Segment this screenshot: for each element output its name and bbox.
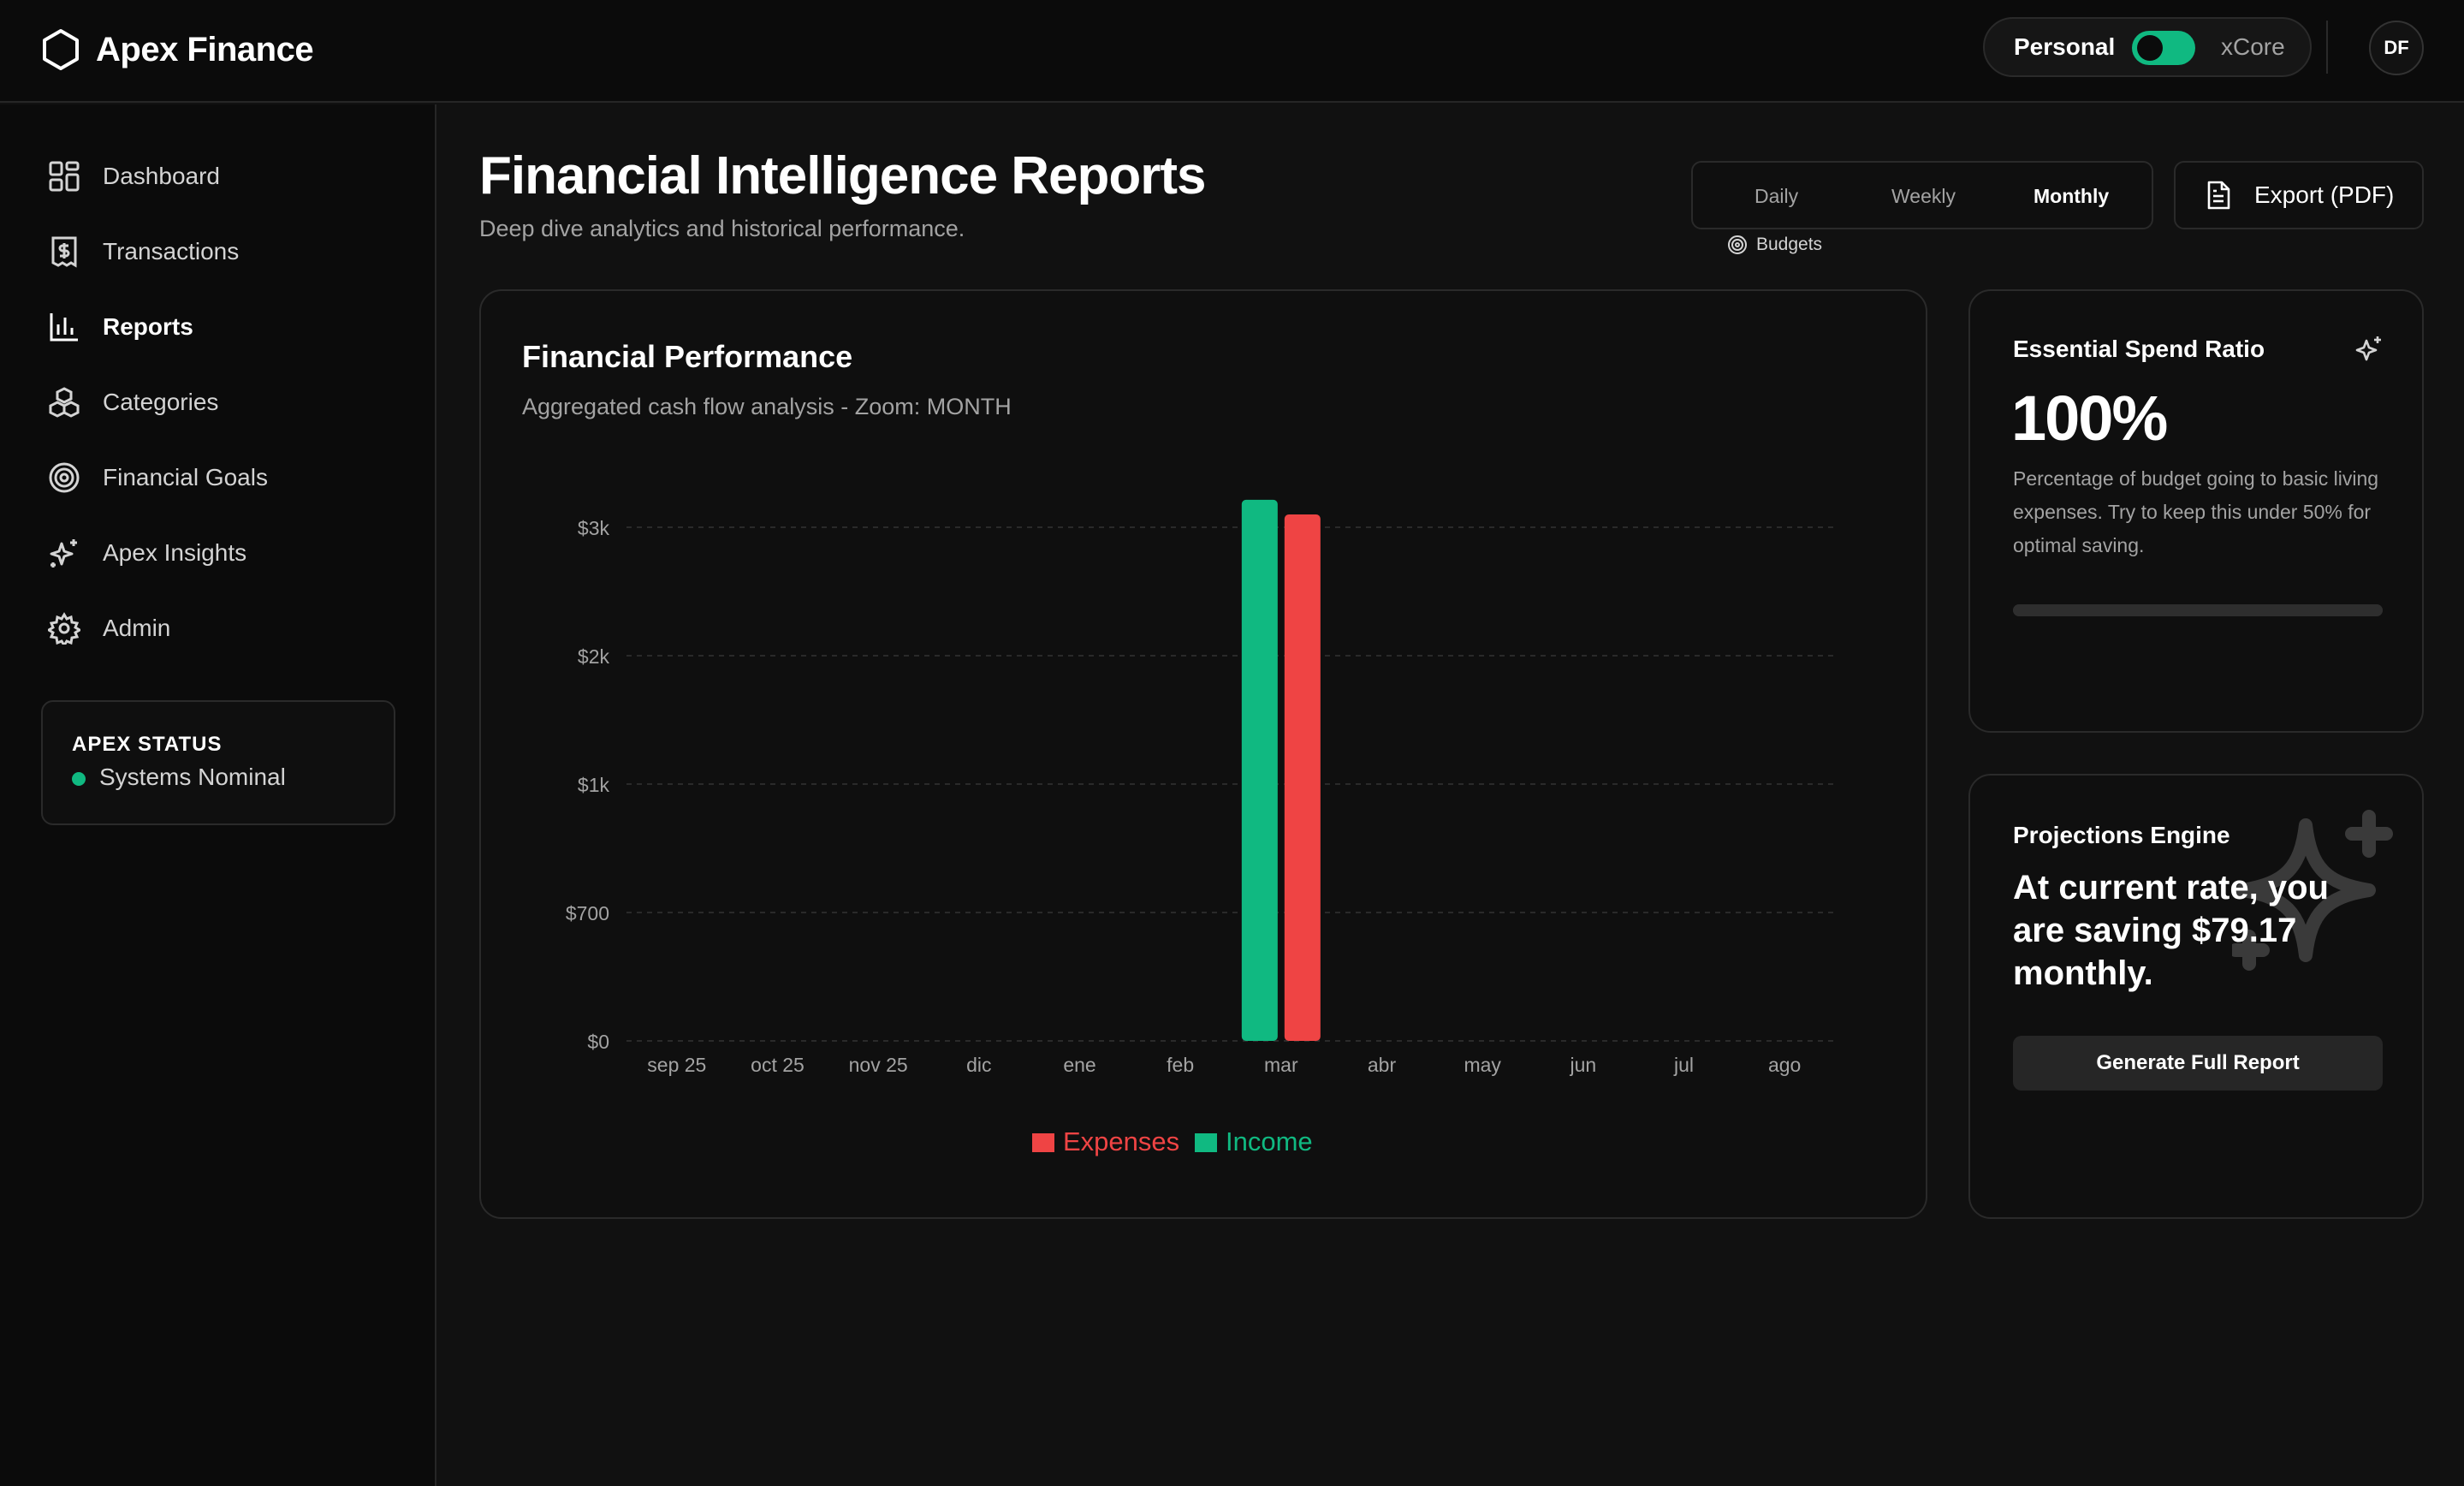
status-text: Systems Nominal	[99, 764, 286, 790]
grid-icon	[49, 161, 80, 192]
page-subtitle: Deep dive analytics and historical perfo…	[479, 216, 965, 241]
financial-performance-card: Financial Performance Aggregated cash fl…	[479, 289, 1927, 1219]
sparkles-icon	[2355, 336, 2381, 361]
top-header: Apex Finance Personal xCore DF	[0, 0, 2464, 103]
x-tick-label: jun	[1569, 1054, 1596, 1076]
x-tick-label: nov 25	[849, 1054, 908, 1076]
sidebar-item-dashboard[interactable]: Dashboard	[48, 151, 220, 202]
x-tick-label: feb	[1167, 1054, 1194, 1076]
x-tick-label: abr	[1368, 1054, 1397, 1076]
hexagon-icon	[43, 29, 79, 70]
budgets-label: Budgets	[1756, 235, 1823, 254]
header-divider	[2326, 21, 2328, 74]
x-tick-label: ene	[1063, 1054, 1095, 1076]
ratio-description: Percentage of budget going to basic livi…	[2013, 467, 2379, 556]
apex-status-box: APEX STATUS Systems Nominal	[41, 700, 395, 825]
x-tick-label: may	[1464, 1054, 1501, 1076]
x-tick-label: dic	[966, 1054, 991, 1076]
sidebar-item-label: Apex Insights	[103, 539, 247, 566]
sidebar-item-label: Admin	[103, 615, 171, 641]
legend-label-income: Income	[1226, 1126, 1313, 1156]
legend-label-expenses: Expenses	[1063, 1126, 1179, 1156]
ratio-title: Essential Spend Ratio	[2013, 336, 2265, 362]
essential-spend-ratio-card: Essential Spend Ratio 100% Percentage of…	[1968, 289, 2424, 733]
sidebar-item-apex-insights[interactable]: Apex Insights	[48, 527, 246, 579]
sidebar-item-label: Categories	[103, 389, 219, 415]
range-tabs: Daily Weekly Monthly	[1691, 161, 2153, 229]
bar-income	[1241, 499, 1278, 1041]
bar-expenses	[1284, 514, 1321, 1041]
page-title: Financial Intelligence Reports	[479, 146, 1207, 205]
sidebar-item-reports[interactable]: Reports	[48, 301, 193, 353]
sidebar-item-label: Financial Goals	[103, 464, 268, 490]
sidebar-item-label: Transactions	[103, 238, 240, 265]
y-tick-label: $0	[587, 1031, 609, 1053]
chart-title: Financial Performance	[522, 339, 853, 374]
sidebar-item-label: Reports	[103, 313, 193, 340]
ratio-progress-fill	[2013, 604, 2383, 616]
sparkles-icon	[2232, 810, 2393, 971]
avatar[interactable]: DF	[2369, 21, 2424, 75]
projections-text: At current rate, you are saving $79.17 m…	[2013, 869, 2329, 992]
budgets-link[interactable]: Budgets	[1727, 235, 1822, 255]
projections-engine-card: Projections Engine At current rate, you …	[1968, 774, 2424, 1219]
tab-monthly[interactable]: Monthly	[2034, 185, 2110, 207]
tab-weekly[interactable]: Weekly	[1891, 185, 1956, 207]
legend-swatch-income	[1195, 1133, 1217, 1152]
status-title: APEX STATUS	[72, 733, 223, 756]
sidebar-item-admin[interactable]: Admin	[48, 603, 170, 654]
sidebar-item-label: Dashboard	[103, 163, 220, 189]
sparkles-icon	[50, 539, 77, 568]
y-tick-label: $700	[566, 902, 609, 924]
ratio-progress-bar	[2013, 604, 2383, 616]
generate-full-report-button[interactable]: Generate Full Report	[2013, 1036, 2383, 1091]
y-tick-label: $2k	[578, 645, 610, 668]
boxes-icon	[49, 387, 80, 418]
x-tick-label: mar	[1264, 1054, 1298, 1076]
brand[interactable]: Apex Finance	[41, 24, 314, 75]
target-icon	[1728, 235, 1747, 254]
x-tick-label: jul	[1673, 1054, 1694, 1076]
sidebar-item-financial-goals[interactable]: Financial Goals	[48, 452, 268, 503]
target-icon	[49, 462, 80, 493]
export-pdf-button[interactable]: Export (PDF)	[2174, 161, 2424, 229]
sidebar: Dashboard Transactions Reports Categorie…	[0, 104, 436, 1486]
x-tick-label: oct 25	[751, 1054, 805, 1076]
workspace-xcore-label: xCore	[2221, 33, 2285, 60]
workspace-switch: Personal xCore	[1983, 17, 2312, 77]
legend-swatch-expenses	[1032, 1133, 1054, 1152]
sidebar-item-transactions[interactable]: Transactions	[48, 226, 239, 277]
export-label: Export (PDF)	[2254, 181, 2395, 208]
tab-daily[interactable]: Daily	[1754, 185, 1799, 207]
chart-subtitle: Aggregated cash flow analysis - Zoom: MO…	[522, 394, 1012, 419]
ratio-value: 100%	[2011, 383, 2168, 454]
brand-name: Apex Finance	[96, 30, 314, 68]
bar-chart-icon	[50, 313, 78, 342]
projections-title: Projections Engine	[2013, 822, 2230, 848]
x-tick-label: sep 25	[647, 1054, 706, 1076]
receipt-dollar-icon	[51, 236, 77, 268]
workspace-personal-label: Personal	[2014, 33, 2116, 60]
workspace-toggle[interactable]	[2132, 31, 2195, 65]
file-text-icon	[2207, 181, 2230, 210]
y-tick-label: $3k	[578, 517, 610, 539]
y-tick-label: $1k	[578, 774, 610, 796]
toggle-knob	[2137, 35, 2163, 61]
cash-flow-bar-chart: $0 $700 $1k $2k $3k sep 25 oct 25 nov 25 dic ene f…	[566, 499, 1835, 1156]
x-tick-label: ago	[1768, 1054, 1801, 1076]
gear-icon	[48, 612, 80, 645]
status-dot	[72, 772, 86, 786]
sidebar-item-categories[interactable]: Categories	[48, 377, 218, 428]
